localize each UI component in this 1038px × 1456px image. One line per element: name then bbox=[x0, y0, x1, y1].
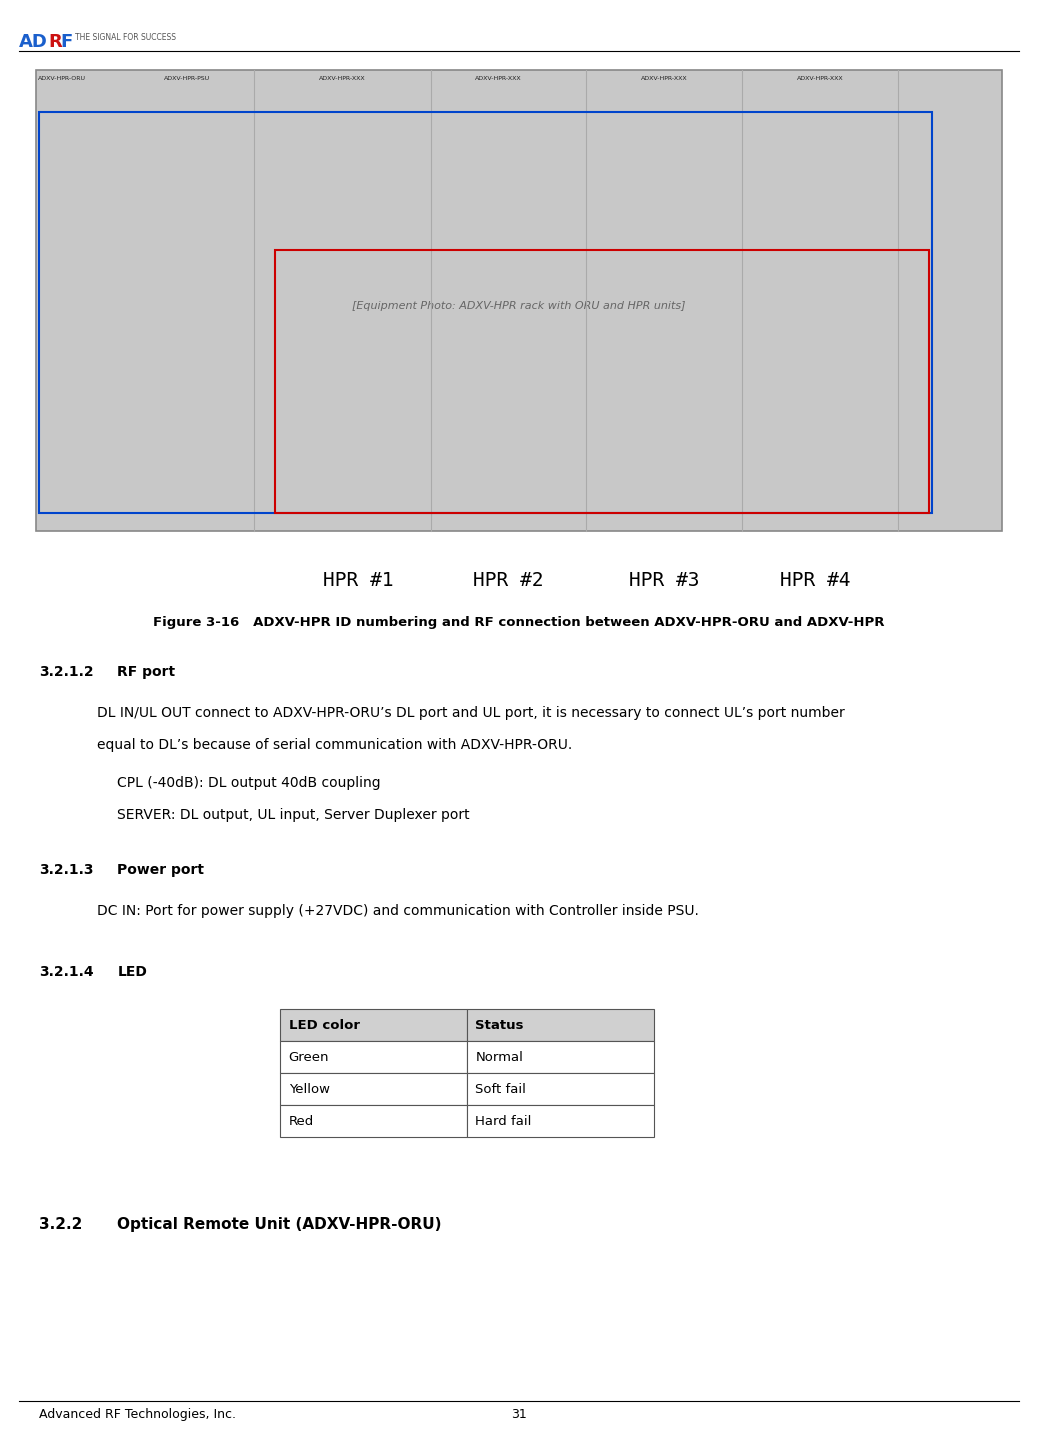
Bar bbox=[280, 1073, 467, 1105]
Text: 3.2.2: 3.2.2 bbox=[39, 1217, 83, 1232]
Bar bbox=[275, 250, 929, 513]
Text: HPR #1: HPR #1 bbox=[323, 571, 393, 590]
Text: Figure 3-16   ADXV-HPR ID numbering and RF connection between ADXV-HPR-ORU and A: Figure 3-16 ADXV-HPR ID numbering and RF… bbox=[154, 616, 884, 629]
Text: Normal: Normal bbox=[475, 1051, 523, 1063]
Text: ADXV-HPR-XXX: ADXV-HPR-XXX bbox=[320, 76, 365, 80]
Text: equal to DL’s because of serial communication with ADXV-HPR-ORU.: equal to DL’s because of serial communic… bbox=[97, 738, 572, 753]
Bar bbox=[467, 1105, 654, 1137]
Text: Hard fail: Hard fail bbox=[475, 1115, 531, 1127]
Text: Yellow: Yellow bbox=[289, 1083, 329, 1095]
Bar bbox=[467, 1009, 654, 1041]
Text: DC IN: Port for power supply (+27VDC) and communication with Controller inside P: DC IN: Port for power supply (+27VDC) an… bbox=[97, 904, 699, 919]
Text: LED color: LED color bbox=[289, 1019, 359, 1031]
Bar bbox=[467, 1073, 654, 1105]
Text: 3.2.1.4: 3.2.1.4 bbox=[39, 965, 94, 980]
Text: CPL (-40dB): DL output 40dB coupling: CPL (-40dB): DL output 40dB coupling bbox=[117, 776, 381, 791]
Text: Status: Status bbox=[475, 1019, 524, 1031]
Text: HPR #3: HPR #3 bbox=[629, 571, 700, 590]
Bar bbox=[280, 1041, 467, 1073]
Text: Power port: Power port bbox=[117, 863, 204, 878]
Text: 3.2.1.3: 3.2.1.3 bbox=[39, 863, 94, 878]
Text: 31: 31 bbox=[511, 1408, 527, 1421]
Text: ADXV-HPR-PSU: ADXV-HPR-PSU bbox=[164, 76, 210, 80]
Text: F: F bbox=[60, 33, 73, 51]
Text: Soft fail: Soft fail bbox=[475, 1083, 526, 1095]
Text: Red: Red bbox=[289, 1115, 313, 1127]
Text: HPR #4: HPR #4 bbox=[780, 571, 850, 590]
Text: ADXV-HPR-XXX: ADXV-HPR-XXX bbox=[641, 76, 687, 80]
FancyBboxPatch shape bbox=[36, 70, 1002, 531]
Text: LED: LED bbox=[117, 965, 147, 980]
Text: RF port: RF port bbox=[117, 665, 175, 680]
Text: SERVER: DL output, UL input, Server Duplexer port: SERVER: DL output, UL input, Server Dupl… bbox=[117, 808, 470, 823]
Text: AD: AD bbox=[19, 33, 48, 51]
Text: ADXV-HPR-ORU: ADXV-HPR-ORU bbox=[38, 76, 86, 80]
Text: [Equipment Photo: ADXV-HPR rack with ORU and HPR units]: [Equipment Photo: ADXV-HPR rack with ORU… bbox=[352, 301, 686, 310]
Bar bbox=[280, 1009, 467, 1041]
Text: DL IN/UL OUT connect to ADXV-HPR-ORU’s DL port and UL port, it is necessary to c: DL IN/UL OUT connect to ADXV-HPR-ORU’s D… bbox=[97, 706, 844, 721]
Text: Advanced RF Technologies, Inc.: Advanced RF Technologies, Inc. bbox=[39, 1408, 237, 1421]
Text: ADXV-HPR-XXX: ADXV-HPR-XXX bbox=[797, 76, 843, 80]
Text: Optical Remote Unit (ADXV-HPR-ORU): Optical Remote Unit (ADXV-HPR-ORU) bbox=[117, 1217, 442, 1232]
Bar bbox=[467, 1041, 654, 1073]
Text: R: R bbox=[49, 33, 62, 51]
Text: ADXV-HPR-XXX: ADXV-HPR-XXX bbox=[475, 76, 521, 80]
Text: Green: Green bbox=[289, 1051, 329, 1063]
Bar bbox=[280, 1105, 467, 1137]
Bar bbox=[39, 112, 932, 513]
Text: HPR #2: HPR #2 bbox=[473, 571, 544, 590]
Text: THE SIGNAL FOR SUCCESS: THE SIGNAL FOR SUCCESS bbox=[75, 32, 175, 42]
Text: 3.2.1.2: 3.2.1.2 bbox=[39, 665, 94, 680]
